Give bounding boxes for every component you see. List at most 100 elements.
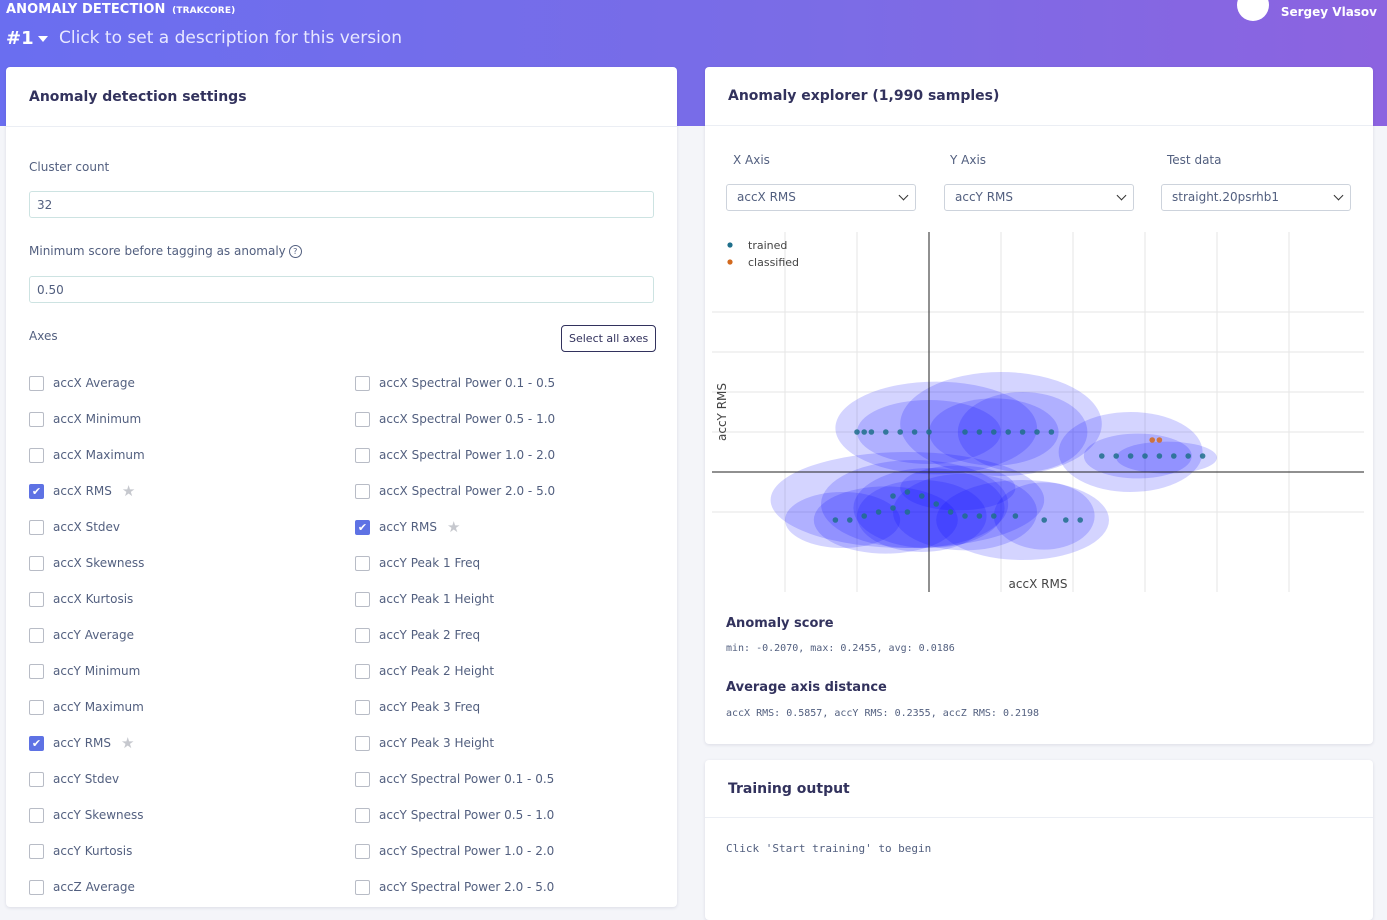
checkbox[interactable]	[29, 375, 44, 391]
avg-distance-text: accX RMS: 0.5857, accY RMS: 0.2355, accZ…	[726, 708, 1040, 719]
y-axis-title: accY RMS	[715, 383, 729, 441]
star-icon[interactable]: ★	[121, 482, 136, 500]
checkbox[interactable]	[29, 591, 44, 607]
checkbox[interactable]	[29, 699, 44, 715]
trained-point	[847, 517, 853, 523]
trained-point	[976, 513, 983, 519]
axis-checkbox-item[interactable]: accY Peak 3 Height	[355, 733, 494, 753]
y-axis-select[interactable]: accY RMS	[944, 184, 1134, 211]
axis-checkbox-item[interactable]: accY Maximum	[29, 697, 144, 717]
star-icon[interactable]: ★	[121, 734, 135, 752]
version-dropdown[interactable]: #1	[6, 28, 48, 49]
checkbox[interactable]	[355, 735, 370, 751]
axis-checkbox-item[interactable]: accX Average	[29, 373, 135, 393]
checkbox[interactable]	[29, 411, 44, 427]
checkbox[interactable]	[29, 663, 44, 679]
axis-checkbox-item[interactable]: accY Peak 2 Freq	[355, 625, 480, 645]
axis-checkbox-item[interactable]: accY Spectral Power 0.1 - 0.5	[355, 769, 554, 789]
checkbox[interactable]	[29, 807, 44, 823]
axis-checkbox-item[interactable]: accY Minimum	[29, 661, 140, 681]
test-data-select[interactable]: straight.20psrhb1	[1161, 184, 1351, 211]
checkbox[interactable]	[355, 807, 370, 823]
axis-checkbox-item[interactable]: accX Spectral Power 2.0 - 5.0	[355, 481, 555, 501]
axis-checkbox-item[interactable]: accY Peak 3 Freq	[355, 697, 480, 717]
trained-point	[1199, 453, 1206, 459]
x-axis-select[interactable]: accX RMS	[726, 184, 916, 211]
axis-checkbox-item[interactable]: accX Spectral Power 1.0 - 2.0	[355, 445, 555, 465]
axis-checkbox-item[interactable]: ✔ accX RMS ★	[29, 481, 135, 501]
checkbox[interactable]	[355, 627, 370, 643]
checkbox[interactable]	[355, 591, 370, 607]
checkbox[interactable]	[355, 555, 370, 571]
axis-checkbox-item[interactable]: accX Maximum	[29, 445, 145, 465]
y-axis-label: Y Axis	[950, 153, 987, 167]
explorer-title: Anomaly explorer (1,990 samples)	[705, 67, 1373, 126]
axes-label: Axes	[29, 329, 58, 343]
min-score-input[interactable]: 0.50	[29, 276, 654, 303]
axis-checkbox-item[interactable]: accX Skewness	[29, 553, 144, 573]
checkbox[interactable]	[355, 375, 370, 391]
checkbox[interactable]	[355, 447, 370, 463]
checkbox[interactable]	[29, 519, 44, 535]
cluster-ellipse	[835, 381, 1037, 475]
axis-checkbox-item[interactable]: accY Average	[29, 625, 134, 645]
checkbox[interactable]	[29, 447, 44, 463]
x-axis-title: accX RMS	[1009, 577, 1068, 591]
axis-checkbox-item[interactable]: accY Peak 1 Freq	[355, 553, 480, 573]
help-icon[interactable]: ?	[288, 245, 302, 258]
version-description[interactable]: Click to set a description for this vers…	[59, 28, 402, 48]
checkbox[interactable]	[355, 483, 370, 499]
axis-label: accY Peak 3 Freq	[379, 700, 481, 714]
axis-checkbox-item[interactable]: accZ Average	[29, 877, 135, 897]
zero-lines	[712, 232, 1364, 592]
legend-trained-label: trained	[748, 239, 787, 252]
axis-checkbox-item[interactable]: accX Stdev	[29, 517, 120, 537]
axis-checkbox-item[interactable]: accY Skewness	[29, 805, 144, 825]
checkbox[interactable]	[355, 411, 370, 427]
axis-checkbox-item[interactable]: ✔ accY RMS ★	[29, 733, 134, 753]
axis-label: accY Minimum	[53, 664, 141, 678]
settings-title: Anomaly detection settings	[6, 67, 677, 127]
checkbox[interactable]	[29, 555, 44, 571]
axis-checkbox-item[interactable]: accY Spectral Power 1.0 - 2.0	[355, 841, 554, 861]
trained-point	[904, 509, 911, 515]
cluster-ellipse	[857, 480, 987, 552]
axis-checkbox-item[interactable]: accY Stdev	[29, 769, 119, 789]
axis-checkbox-item[interactable]: accX Kurtosis	[29, 589, 133, 609]
axis-label: accX Stdev	[53, 520, 121, 534]
app-title: ANOMALY DETECTION (TRAKCORE)	[6, 2, 235, 17]
checkbox[interactable]	[355, 879, 370, 895]
anomaly-plot[interactable]: trained classified accX RMS accY RMS	[712, 232, 1364, 592]
user-menu[interactable]: Sergey Vlasov	[1236, 0, 1377, 24]
checkbox[interactable]	[355, 699, 370, 715]
avatar	[1236, 0, 1269, 21]
checkbox[interactable]: ✔	[29, 483, 44, 499]
axis-checkbox-item[interactable]: accX Spectral Power 0.1 - 0.5	[355, 373, 555, 393]
trained-point	[919, 493, 925, 499]
checkbox[interactable]: ✔	[29, 735, 44, 751]
checkbox[interactable]	[29, 627, 44, 643]
axis-checkbox-item[interactable]: accX Spectral Power 0.5 - 1.0	[355, 409, 555, 429]
axis-checkbox-item[interactable]: accY Peak 1 Height	[355, 589, 494, 609]
checkbox[interactable]	[29, 771, 44, 787]
trained-point	[1019, 429, 1026, 435]
classified-point	[1149, 437, 1155, 443]
checkbox[interactable]	[29, 843, 44, 859]
data-points	[832, 429, 1206, 523]
axis-checkbox-item[interactable]: accX Minimum	[29, 409, 141, 429]
axis-label: accY Spectral Power 1.0 - 2.0	[379, 844, 555, 858]
axis-checkbox-item[interactable]: ✔ accY RMS ★	[355, 517, 460, 537]
axis-checkbox-item[interactable]: accY Peak 2 Height	[355, 661, 494, 681]
checkbox[interactable]	[29, 879, 44, 895]
checkbox[interactable]	[355, 771, 370, 787]
checkbox[interactable]	[355, 663, 370, 679]
checkbox[interactable]	[355, 843, 370, 859]
select-all-axes-button[interactable]: Select all axes	[561, 325, 657, 352]
checkbox[interactable]: ✔	[355, 519, 370, 535]
axis-checkbox-item[interactable]: accY Kurtosis	[29, 841, 132, 861]
star-icon[interactable]: ★	[447, 518, 461, 536]
axis-checkbox-item[interactable]: accY Spectral Power 2.0 - 5.0	[355, 877, 554, 897]
axis-checkbox-item[interactable]: accY Spectral Power 0.5 - 1.0	[355, 805, 554, 825]
project-name: (TRAKCORE)	[172, 6, 236, 16]
cluster-count-input[interactable]: 32	[29, 191, 654, 218]
